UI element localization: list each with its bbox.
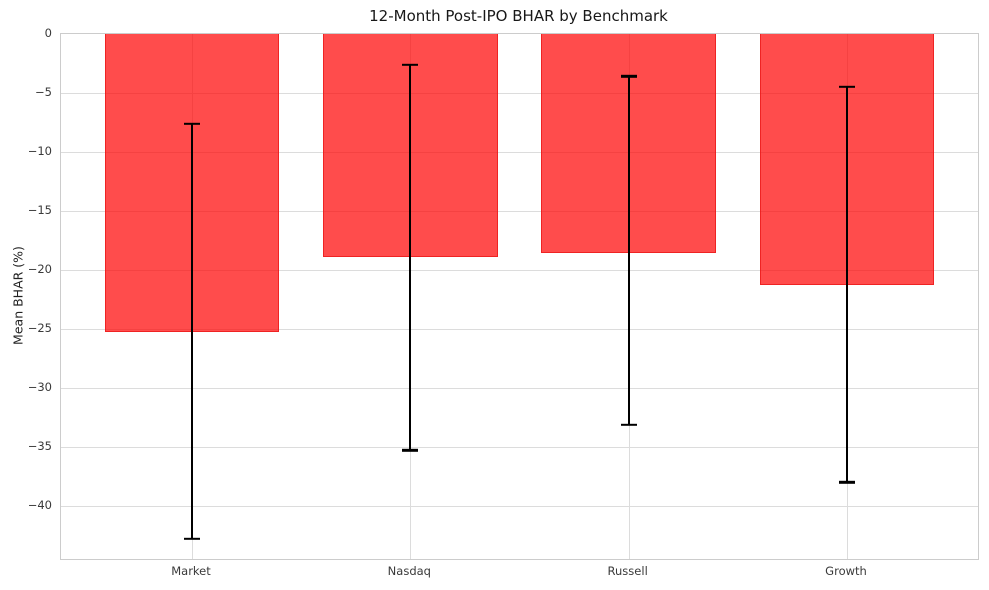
error-bar-cap	[402, 63, 419, 66]
y-tick-label: 0	[44, 26, 52, 40]
error-bar-cap	[184, 537, 200, 541]
error-bar-cap	[620, 75, 637, 78]
chart-title: 12-Month Post-IPO BHAR by Benchmark	[369, 7, 668, 25]
y-tick-label: −20	[27, 261, 52, 276]
x-tick-label-russell: Russell	[607, 564, 648, 578]
error-bar-growth	[846, 87, 848, 483]
y-axis-label: Mean BHAR (%)	[10, 246, 26, 345]
error-bar-cap	[184, 122, 200, 125]
h-gridline	[61, 269, 978, 271]
error-bar-market	[191, 123, 193, 539]
plot-area	[60, 33, 979, 560]
error-bar-cap	[402, 449, 419, 452]
h-gridline	[61, 446, 978, 448]
y-tick-label: −15	[27, 202, 52, 217]
x-tick-label-market: Market	[171, 564, 211, 578]
error-bar-cap	[839, 85, 855, 89]
error-bar-nasdaq	[409, 64, 412, 451]
y-tick-label: −30	[27, 379, 52, 394]
h-gridline	[61, 387, 978, 389]
h-gridline	[61, 210, 978, 212]
h-gridline	[61, 328, 978, 330]
x-tick-label-nasdaq: Nasdaq	[387, 564, 431, 578]
h-gridline	[61, 505, 978, 507]
y-tick-label: −35	[27, 438, 52, 453]
error-bar-cap	[620, 423, 637, 426]
error-bar-cap	[839, 481, 855, 484]
y-tick-label: −40	[27, 497, 52, 512]
x-tick-label-growth: Growth	[825, 564, 867, 578]
h-gridline	[61, 151, 978, 153]
y-tick-label: −10	[27, 143, 52, 158]
y-tick-label: −5	[35, 84, 52, 99]
error-bar-russell	[627, 76, 630, 425]
h-gridline	[61, 92, 978, 94]
y-tick-label: −25	[27, 320, 52, 335]
